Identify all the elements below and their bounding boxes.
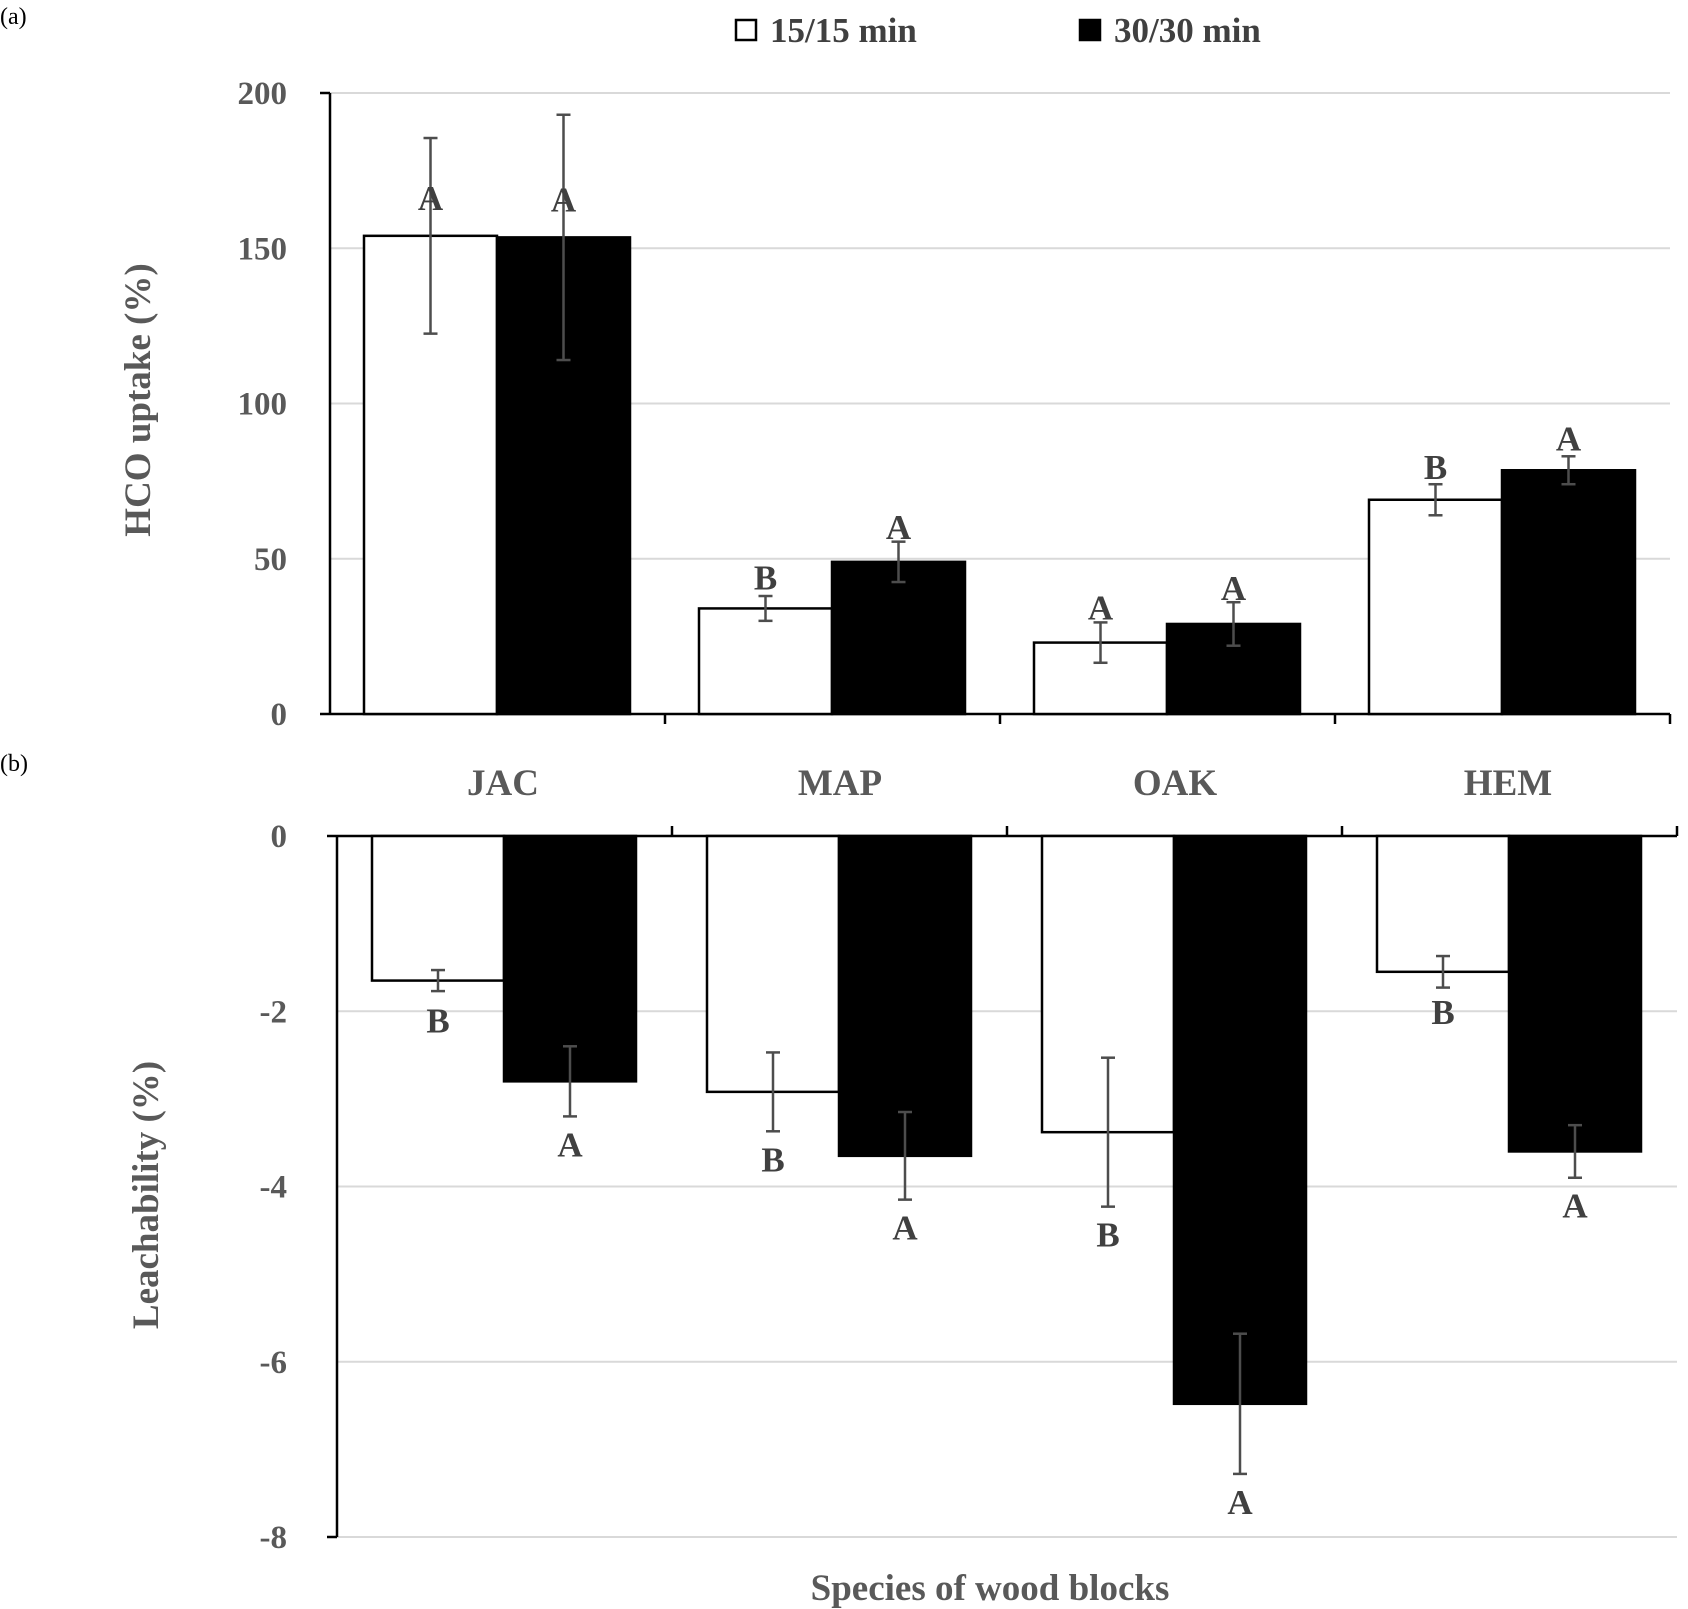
bar — [1507, 834, 1643, 1153]
significance-letter: A — [892, 1209, 918, 1248]
x-axis-title-b: Species of wood blocks — [811, 1568, 1170, 1609]
chart-panel-b: Leachability (%) Species of wood blocks … — [126, 819, 1679, 1609]
significance-letter: A — [1556, 420, 1582, 459]
bar — [1367, 498, 1504, 716]
legend-swatch-30-30 — [1078, 18, 1102, 42]
significance-letter: A — [1227, 1483, 1253, 1522]
significance-letter: A — [557, 1125, 583, 1164]
y-tick-label: -4 — [260, 1170, 288, 1206]
bar — [837, 834, 973, 1158]
chart-panel-a: HCO uptake (%) 0 50 100 150 200 JAC MAP OAK HEM A… — [118, 76, 1672, 804]
significance-letter: B — [1096, 1216, 1119, 1255]
significance-letter: B — [1431, 993, 1454, 1032]
significance-letter: B — [754, 559, 777, 598]
y-tick-label: 50 — [254, 542, 287, 578]
y-tick-label: -2 — [260, 994, 288, 1030]
y-tick-label: -6 — [260, 1345, 288, 1381]
significance-letter: B — [761, 1140, 784, 1179]
bar — [502, 834, 638, 1083]
category-label: JAC — [467, 763, 539, 804]
bar — [1500, 469, 1637, 716]
y-axis-title-a: HCO uptake (%) — [118, 263, 159, 536]
y-tick-label: 0 — [271, 819, 288, 855]
legend-label-30-30: 30/30 min — [1114, 11, 1261, 50]
significance-letter: B — [1424, 448, 1447, 487]
category-label: OAK — [1133, 763, 1218, 804]
significance-letter: A — [1221, 569, 1247, 608]
y-axis-title-b: Leachability (%) — [126, 1061, 167, 1329]
category-label: MAP — [798, 763, 882, 804]
category-label: HEM — [1464, 763, 1552, 804]
y-tick-label: 0 — [271, 697, 288, 733]
panel-label-a: (a) — [0, 4, 27, 30]
y-tick-label: 200 — [238, 76, 288, 112]
significance-letter: A — [418, 179, 444, 218]
y-tick-label: 150 — [238, 231, 288, 267]
legend: 15/15 min 30/30 min — [734, 11, 1261, 50]
significance-letter: B — [426, 1002, 449, 1041]
legend-swatch-15-15 — [734, 18, 758, 42]
legend-label-15-15: 15/15 min — [770, 11, 917, 50]
bar — [1375, 834, 1511, 974]
bar — [697, 607, 834, 716]
bar — [830, 560, 967, 716]
significance-letter: A — [1562, 1187, 1588, 1226]
bar — [370, 834, 506, 982]
significance-letter: A — [551, 180, 577, 219]
bar — [1172, 834, 1308, 1406]
y-tick-label: 100 — [238, 387, 288, 423]
panel-label-b: (b) — [0, 751, 28, 777]
significance-letter: A — [886, 508, 912, 547]
significance-letter: A — [1088, 588, 1114, 627]
y-tick-label: -8 — [260, 1520, 288, 1556]
